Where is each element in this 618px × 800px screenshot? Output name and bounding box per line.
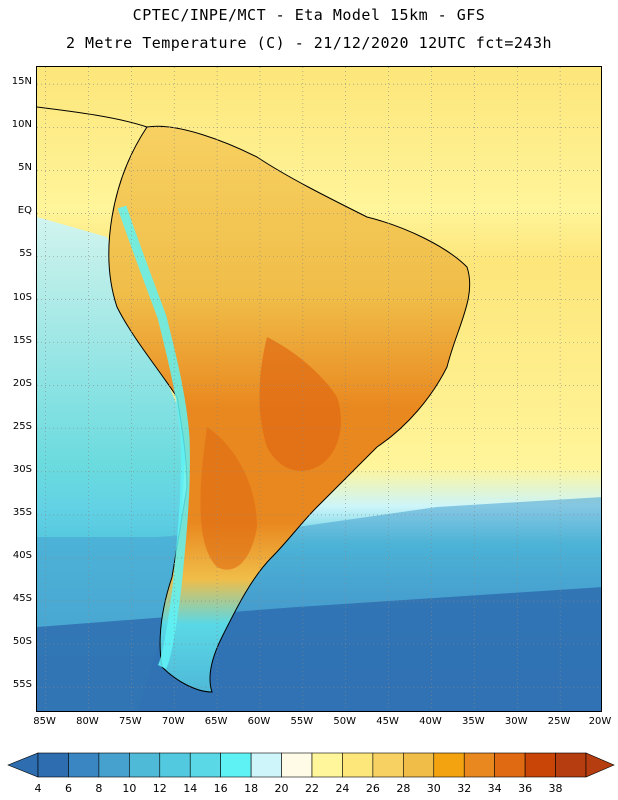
latitude-label: 30S <box>12 463 32 475</box>
latitude-label: 10S <box>12 291 32 303</box>
longitude-label: 80W <box>76 716 99 727</box>
map-canvas <box>37 67 601 711</box>
latitude-label: 25S <box>12 420 32 432</box>
latitude-label: 15N <box>11 76 32 88</box>
colorbar-tick-label: 20 <box>274 782 289 795</box>
latitude-label: 15S <box>12 334 32 346</box>
colorbar-tick-label: 38 <box>548 782 563 795</box>
longitude-label: 25W <box>547 716 571 727</box>
colorbar-swatch <box>524 752 556 778</box>
latitude-label: 5N <box>18 162 32 174</box>
map-title-line1: CPTEC/INPE/MCT - Eta Model 15km - GFS <box>132 6 486 24</box>
longitude-label: 30W <box>504 716 528 727</box>
colorbar-swatch <box>555 752 587 778</box>
colorbar-tick-label: 16 <box>213 782 228 795</box>
longitude-label: 40W <box>419 716 442 727</box>
colorbar-swatch <box>37 752 69 778</box>
latitude-label: 35S <box>12 506 32 518</box>
colorbar-swatch <box>68 752 100 778</box>
longitude-label: 20W <box>588 716 612 727</box>
longitude-label: 60W <box>247 716 271 727</box>
colorbar-tick-label: 34 <box>487 782 502 795</box>
colorbar-tick-label: 4 <box>34 782 42 795</box>
latitude-label: 5S <box>19 248 32 260</box>
longitude-label: 55W <box>290 716 314 727</box>
colorbar-swatch <box>189 752 221 778</box>
colorbar-swatch <box>342 752 374 778</box>
colorbar <box>7 752 615 778</box>
central-america-coast <box>37 106 148 128</box>
hot-core-central-brazil <box>259 337 341 471</box>
colorbar-swatch <box>463 752 495 778</box>
colorbar-low-arrow <box>7 752 39 778</box>
colorbar-swatch <box>250 752 282 778</box>
colorbar-swatch <box>281 752 313 778</box>
longitude-label: 35W <box>462 716 485 727</box>
colorbar-swatch <box>129 752 161 778</box>
latitude-label: 45S <box>12 593 32 605</box>
colorbar-tick-label: 6 <box>64 782 72 795</box>
hot-core-argentina <box>200 427 257 570</box>
longitude-label: 75W <box>119 716 142 727</box>
colorbar-swatch <box>403 752 435 778</box>
colorbar-tick-label: 14 <box>183 782 198 795</box>
colorbar-swatch <box>372 752 404 778</box>
colorbar-tick-label: 8 <box>95 782 103 795</box>
colorbar-high-arrow <box>585 752 615 778</box>
longitude-label: 85W <box>33 716 56 727</box>
colorbar-swatch <box>98 752 130 778</box>
temperature-map <box>36 66 602 712</box>
colorbar-tick-label: 26 <box>365 782 380 795</box>
colorbar-swatch <box>220 752 252 778</box>
colorbar-tick-label: 18 <box>244 782 259 795</box>
colorbar-swatch <box>311 752 343 778</box>
latitude-label: 55S <box>12 679 32 691</box>
latitude-label: 40S <box>12 549 32 561</box>
andes-cold-band <box>117 205 190 670</box>
colorbar-tick-label: 36 <box>518 782 533 795</box>
latitude-label: 10N <box>11 119 32 131</box>
latitude-label: 20S <box>12 377 32 389</box>
longitude-label: 50W <box>333 716 357 727</box>
latitude-label: 50S <box>12 636 32 648</box>
map-title-line2: 2 Metre Temperature (C) - 21/12/2020 12U… <box>65 34 553 52</box>
colorbar-tick-label: 24 <box>335 782 350 795</box>
longitude-label: 65W <box>204 716 228 727</box>
colorbar-tick-label: 10 <box>122 782 137 795</box>
colorbar-tick-label: 32 <box>457 782 472 795</box>
colorbar-tick-label: 28 <box>396 782 411 795</box>
colorbar-tick-label: 12 <box>152 782 167 795</box>
colorbar-tick-label: 30 <box>426 782 441 795</box>
longitude-label: 70W <box>161 716 185 727</box>
colorbar-tick-label: 22 <box>305 782 319 795</box>
colorbar-swatch <box>159 752 191 778</box>
latitude-label: EQ <box>17 205 32 217</box>
longitude-label: 45W <box>376 716 399 727</box>
colorbar-swatch <box>433 752 465 778</box>
colorbar-swatch <box>494 752 526 778</box>
